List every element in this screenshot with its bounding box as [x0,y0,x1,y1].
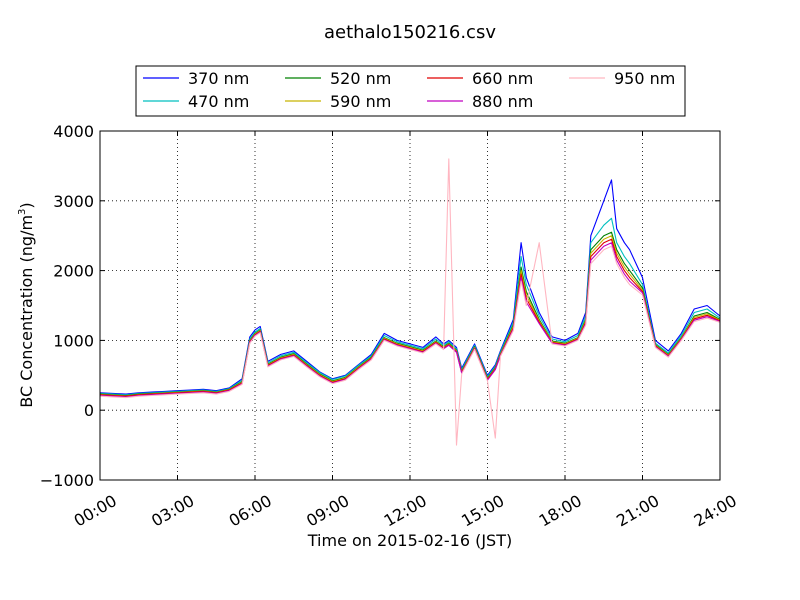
plot-area [99,130,721,481]
legend-items: 370 nm 470 nm 520 nm 590 nm 660 nm 880 nm 950 … [143,69,675,111]
legend-label: 590 nm [330,92,391,111]
chart-title: aethalo150216.csv [324,22,496,43]
legend-label: 470 nm [188,92,249,111]
legend: 370 nm 470 nm 520 nm 590 nm 660 nm 880 nm 950 … [135,65,686,117]
y-tick-label: −1000 [40,471,94,490]
legend-frame [135,65,686,117]
y-axis-label-sup: 3 [17,209,28,215]
series-line-6 [99,158,721,446]
y-tick-label: 2000 [53,262,94,281]
y-tick-label: 3000 [53,192,94,211]
y-tick-labels: −1000 0 1000 2000 3000 4000 [40,122,94,490]
y-axis-label-main: BC Concentration (ng/m [17,215,36,408]
series-line-0 [99,179,721,395]
legend-label: 370 nm [188,69,249,88]
series-lines [99,158,721,446]
y-tick-label: 0 [84,401,94,420]
legend-label: 520 nm [330,69,391,88]
plot-background [100,131,720,480]
y-tick-label: 1000 [53,331,94,350]
series-line-1 [99,217,721,396]
series-line-5 [99,242,721,398]
y-axis-label: BC Concentration (ng/m3) [17,202,36,407]
legend-label: 660 nm [472,69,533,88]
series-line-4 [99,238,721,397]
x-axis-label: Time on 2015-02-16 (JST) [307,531,512,550]
axis-ticks [99,130,721,481]
legend-label: 880 nm [472,92,533,111]
legend-label: 950 nm [614,69,675,88]
y-tick-label: 4000 [53,122,94,141]
grid-lines [100,131,720,480]
y-axis-label-end: ) [17,202,36,208]
